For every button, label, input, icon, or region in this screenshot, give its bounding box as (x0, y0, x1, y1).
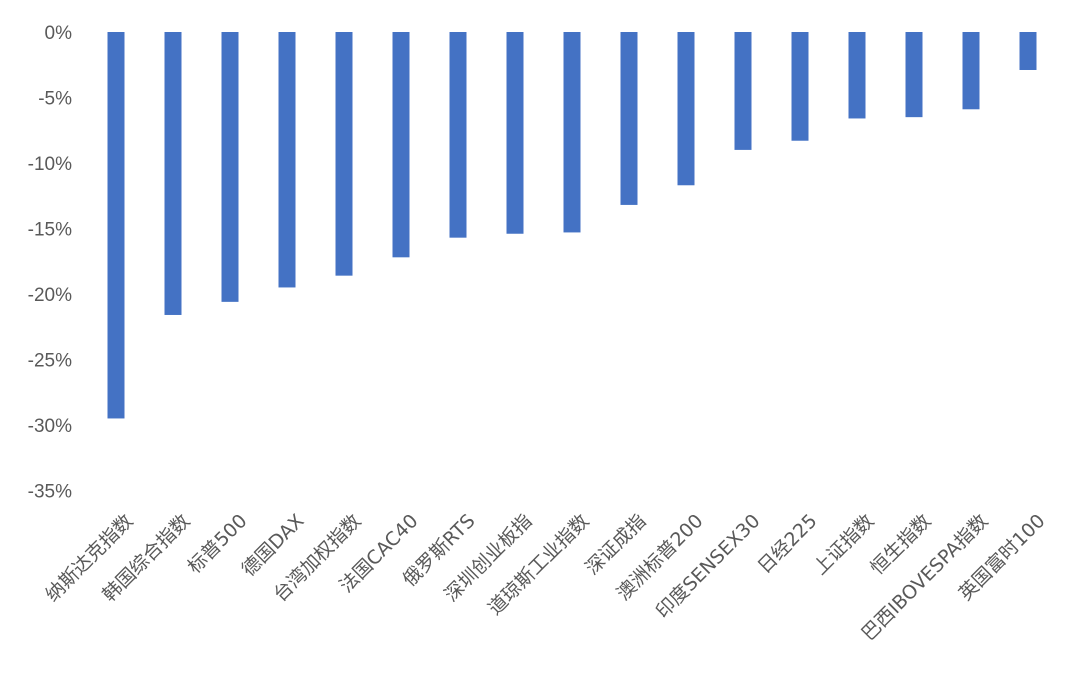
bar (392, 32, 410, 258)
bar (620, 32, 638, 205)
bars (107, 32, 1037, 419)
y-tick-label: -15% (28, 220, 72, 241)
x-tick-label: 道琼斯工业指数 (484, 510, 594, 620)
bar (563, 32, 581, 233)
bar (848, 32, 866, 119)
y-tick-label: -10% (28, 154, 72, 175)
bar (449, 32, 467, 238)
bar (677, 32, 695, 186)
y-tick-label: -20% (28, 285, 72, 306)
bar (962, 32, 980, 110)
bar (107, 32, 125, 419)
y-tick-label: -30% (28, 416, 72, 437)
x-tick-label: 上证指数 (809, 510, 878, 579)
x-axis-labels: 纳斯达克指数韩国综合指数标普500德国DAX台湾加权指数法国CAC40俄罗斯RT… (41, 510, 1049, 645)
x-tick-label: 日经225 (753, 510, 821, 578)
bar (278, 32, 296, 288)
bar (734, 32, 752, 150)
bar (905, 32, 923, 118)
y-tick-label: 0% (45, 23, 73, 44)
bar (791, 32, 809, 141)
bar (164, 32, 182, 315)
y-tick-label: -35% (28, 482, 72, 503)
y-axis: 0% -5% -10% -15% -20% -25% -30% -35% (28, 23, 72, 503)
y-tick-label: -25% (28, 351, 72, 372)
bar (1019, 32, 1037, 70)
bar (506, 32, 524, 234)
y-tick-label: -5% (38, 89, 72, 110)
bar (335, 32, 353, 276)
x-tick-label: 印度SENSEX30 (652, 510, 765, 623)
bar (221, 32, 239, 302)
